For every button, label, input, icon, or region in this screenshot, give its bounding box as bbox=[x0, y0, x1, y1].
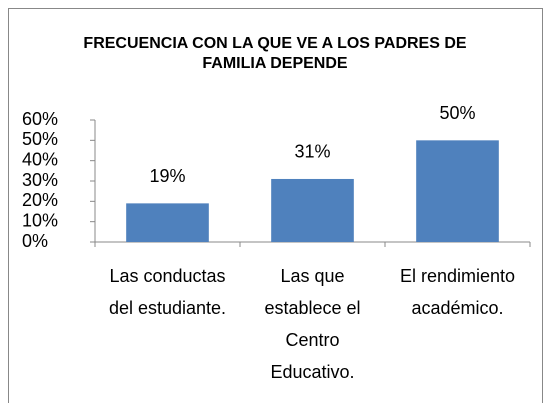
y-tick-label: 30% bbox=[22, 170, 58, 190]
y-tick-label: 50% bbox=[22, 129, 58, 149]
y-tick-label: 60% bbox=[22, 109, 58, 129]
data-label: 50% bbox=[439, 103, 475, 123]
chart-title: FRECUENCIA CON LA QUE VE A LOS PADRES DE… bbox=[83, 35, 467, 72]
x-tick-label: El rendimiento académico. bbox=[399, 266, 516, 318]
data-label: 31% bbox=[294, 142, 330, 162]
data-label: 19% bbox=[149, 166, 185, 186]
x-tick-label: Las conductas del estudiante. bbox=[108, 266, 227, 318]
bar bbox=[271, 178, 354, 242]
y-tick-label: 10% bbox=[22, 210, 58, 230]
y-tick-label: 40% bbox=[22, 149, 58, 169]
y-tick-label: 0% bbox=[22, 231, 48, 251]
x-tick-label: Las que establece el Centro Educativo. bbox=[264, 266, 361, 382]
bar bbox=[126, 203, 209, 242]
bar bbox=[416, 140, 499, 242]
y-tick-label: 20% bbox=[22, 190, 58, 210]
